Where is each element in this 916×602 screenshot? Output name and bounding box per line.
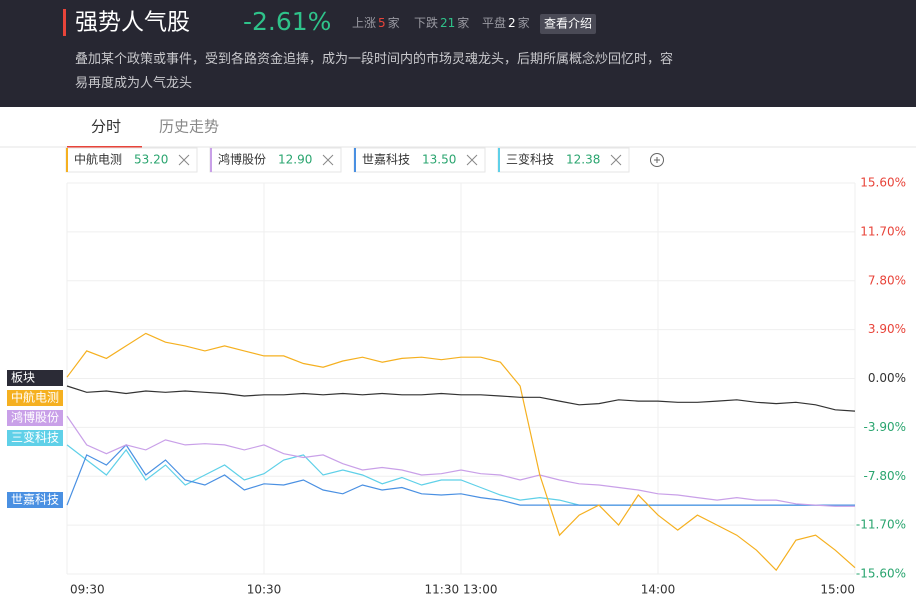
legend-chip[interactable] [209,147,342,173]
legend-close[interactable] [610,154,622,166]
series-tag-label: 世嘉科技 [11,493,59,507]
legend-chip[interactable] [65,147,198,173]
legend-swatch [210,148,212,172]
legend-chip[interactable] [497,147,630,173]
stat-label: 下跌 [414,15,438,30]
y-tick-label: -3.90% [864,420,906,434]
stat-label: 上涨 [352,15,376,30]
y-tick-label: 0.00% [868,371,906,385]
add-button[interactable] [650,153,664,167]
y-tick-label: 3.90% [868,322,906,336]
series-tag-label: 鸿博股份 [11,410,59,425]
legend-close[interactable] [466,154,478,166]
series-tag [7,390,63,406]
description: 叠加某个政策或事件，受到各路资金追捧，成为一段时间内的市场灵魂龙头，后期所属概念… [75,52,674,91]
series-line [66,415,855,507]
series-line [66,385,856,412]
series-line [66,443,855,506]
legend-name: 世嘉科技 [362,153,410,167]
y-tick-label: -15.60% [856,567,906,581]
legend-name: 鸿博股份 [218,152,266,167]
stat-unit: 家 [457,15,469,30]
series-tag [7,430,63,446]
intro-button[interactable] [540,14,596,34]
stat: 下跌 21 家 [414,15,469,30]
x-tick-label: 10:30 [247,583,282,597]
title-marker [63,9,66,36]
change: -2.61% [243,7,331,36]
legend-name: 中航电测 [74,152,122,167]
series-tag-label: 板块 [11,371,35,385]
y-tick-label: 7.80% [868,273,906,287]
series-tag [7,410,63,426]
legend-price: 12.38 [566,153,600,167]
add-icon[interactable] [654,157,660,163]
legend-price: 13.50 [422,153,456,167]
series-tag-label: 三变科技 [11,430,59,445]
stat: 平盘 2 家 [482,15,530,30]
tab[interactable]: 历史走势 [159,118,219,136]
header-bg [0,0,916,107]
y-tick-label: -11.70% [856,518,906,532]
x-tick-label: 15:00 [820,583,855,597]
legend-swatch [498,148,500,172]
x-tick-label: 11:30 13:00 [425,583,498,597]
series-tag [7,492,63,508]
y-tick-label: 11.70% [860,224,906,238]
legend-close[interactable] [178,154,190,166]
stat-count: 2 [508,16,516,30]
x-tick-label: 09:30 [70,583,105,597]
legend-swatch [354,148,356,172]
tab[interactable]: 分时 [91,118,121,136]
legend-swatch [66,148,68,172]
intro-button-label[interactable]: 查看介绍 [544,17,592,31]
x-tick-label: 14:00 [641,583,676,597]
legend-name: 三变科技 [506,152,554,167]
series-tag [7,370,63,386]
series-tag-label: 中航电测 [11,390,59,405]
stat-label: 平盘 [482,15,506,30]
legend-price: 53.20 [134,153,168,167]
stat-count: 21 [440,16,455,30]
series-line [66,332,856,572]
y-tick-label: 15.60% [860,176,906,190]
legend-close[interactable] [322,154,334,166]
stat-count: 5 [378,16,386,30]
stat-unit: 家 [388,15,400,30]
legend-price: 12.90 [278,153,312,167]
stat-unit: 家 [518,15,530,30]
stat: 上涨 5 家 [352,15,400,30]
title: 强势人气股 [75,10,190,36]
y-tick-label: -7.80% [864,469,906,483]
